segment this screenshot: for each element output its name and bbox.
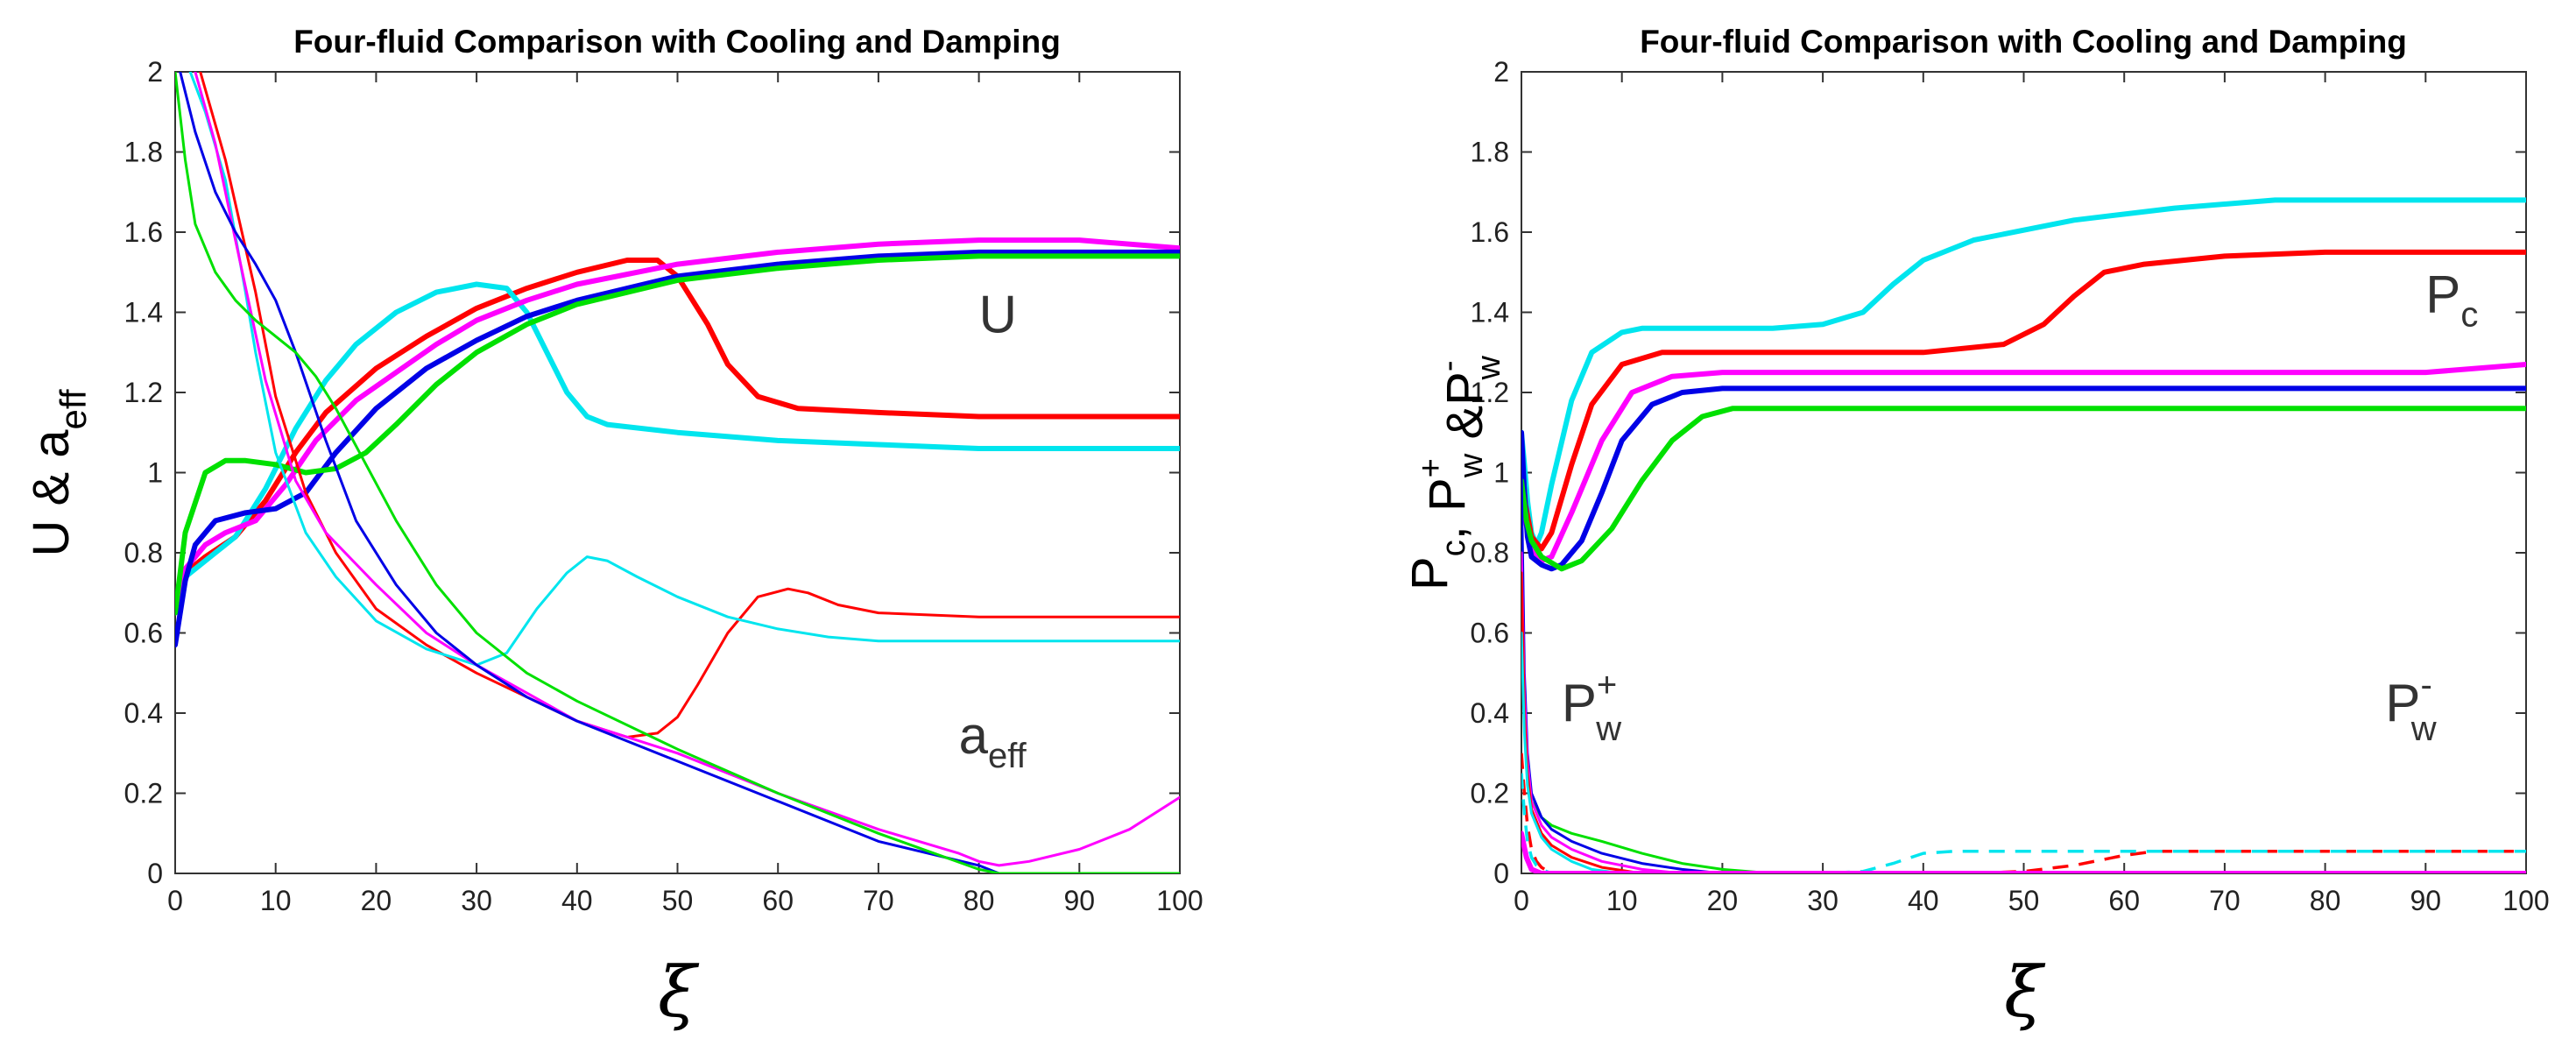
y-tick-label: 0 (1493, 858, 1509, 889)
x-tick-label: 50 (2008, 885, 2040, 916)
x-tick-label: 20 (361, 885, 392, 916)
series-group (175, 72, 1180, 873)
x-tick-label: 50 (662, 885, 694, 916)
series-line (1521, 571, 2526, 873)
x-tick-label: 70 (863, 885, 894, 916)
y-tick-label: 0.4 (124, 697, 163, 729)
series-line (175, 72, 1180, 873)
series-line (1521, 385, 2526, 572)
annotation-label: P-w (2385, 666, 2436, 748)
y-tick-label: 2 (1493, 56, 1509, 88)
chart-pressure: Four-fluid Comparison with Cooling and D… (1401, 24, 2550, 1033)
x-tick-label: 0 (167, 885, 183, 916)
series-line (175, 281, 1180, 608)
series-line (1521, 249, 2526, 552)
y-tick-label: 1.6 (1471, 216, 1509, 248)
y-tick-label: 0.2 (124, 778, 163, 809)
y-tick-label: 1.4 (1471, 297, 1509, 329)
y-tick-label: 2 (147, 56, 163, 88)
y-tick-label: 0.6 (124, 618, 163, 649)
x-tick-label: 60 (2108, 885, 2140, 916)
x-axis-label: ξ (2004, 951, 2046, 1033)
y-tick-label: 1.8 (124, 137, 163, 168)
x-tick-label: 30 (1807, 885, 1838, 916)
series-line (188, 72, 1180, 667)
series-line (194, 72, 1180, 867)
y-tick-label: 1.6 (124, 216, 163, 248)
y-tick-label: 1.2 (1471, 377, 1509, 408)
y-tick-label: 0.8 (1471, 537, 1509, 569)
x-tick-label: 20 (1707, 885, 1739, 916)
y-tick-label: 1.8 (1471, 137, 1509, 168)
series-line (1521, 632, 2526, 873)
y-axis-label: U & aeff (23, 389, 94, 556)
y-tick-label: 0.6 (1471, 618, 1509, 649)
y-axis-label: Pc, P+ w &P-w (1401, 356, 1507, 590)
annotation-label: Pc (2425, 265, 2478, 335)
series-line (175, 253, 1180, 616)
x-tick-label: 90 (2410, 885, 2442, 916)
annotation-label: P+ w (1562, 666, 1621, 748)
series-line (1521, 471, 2526, 873)
series-line (1521, 830, 2526, 873)
x-tick-label: 100 (1156, 885, 1203, 916)
chart-velocity: Four-fluid Comparison with Cooling and D… (23, 24, 1203, 1033)
series-line (1521, 773, 2526, 873)
x-tick-label: 40 (561, 885, 593, 916)
series-line (1521, 551, 2526, 873)
x-tick-label: 10 (260, 885, 292, 916)
x-tick-label: 60 (762, 885, 794, 916)
y-tick-label: 0.8 (124, 537, 163, 569)
y-tick-label: 0.2 (1471, 778, 1509, 809)
y-tick-label: 0 (147, 858, 163, 889)
y-tick-label: 0.4 (1471, 697, 1509, 729)
series-line (175, 237, 1180, 616)
x-tick-label: 30 (461, 885, 492, 916)
series-line (175, 258, 1180, 611)
y-tick-label: 1.2 (124, 377, 163, 408)
annotation-label: aeff (959, 706, 1027, 775)
series-line (1521, 362, 2526, 564)
x-tick-label: 100 (2502, 885, 2549, 916)
series-group (1521, 197, 2526, 873)
series-line (1521, 406, 2526, 572)
y-tick-label: 1.4 (124, 297, 163, 329)
y-tick-label: 1 (147, 457, 163, 489)
series-line (199, 72, 1180, 738)
x-tick-label: 10 (1606, 885, 1638, 916)
x-axis-label: ξ (658, 951, 700, 1033)
x-tick-label: 80 (963, 885, 995, 916)
series-line (175, 249, 1180, 648)
x-tick-label: 70 (2209, 885, 2241, 916)
chart-title: Four-fluid Comparison with Cooling and D… (1640, 24, 2407, 60)
x-tick-label: 80 (2310, 885, 2341, 916)
plot-frame (1521, 71, 2527, 874)
annotation-label: U (979, 285, 1017, 343)
y-tick-label: 1 (1493, 457, 1509, 489)
x-tick-label: 0 (1514, 885, 1529, 916)
chart-title: Four-fluid Comparison with Cooling and D… (293, 24, 1061, 60)
x-tick-label: 90 (1064, 885, 1096, 916)
series-line (1521, 591, 2526, 873)
series-line (1521, 753, 2526, 873)
x-tick-label: 40 (1908, 885, 1939, 916)
